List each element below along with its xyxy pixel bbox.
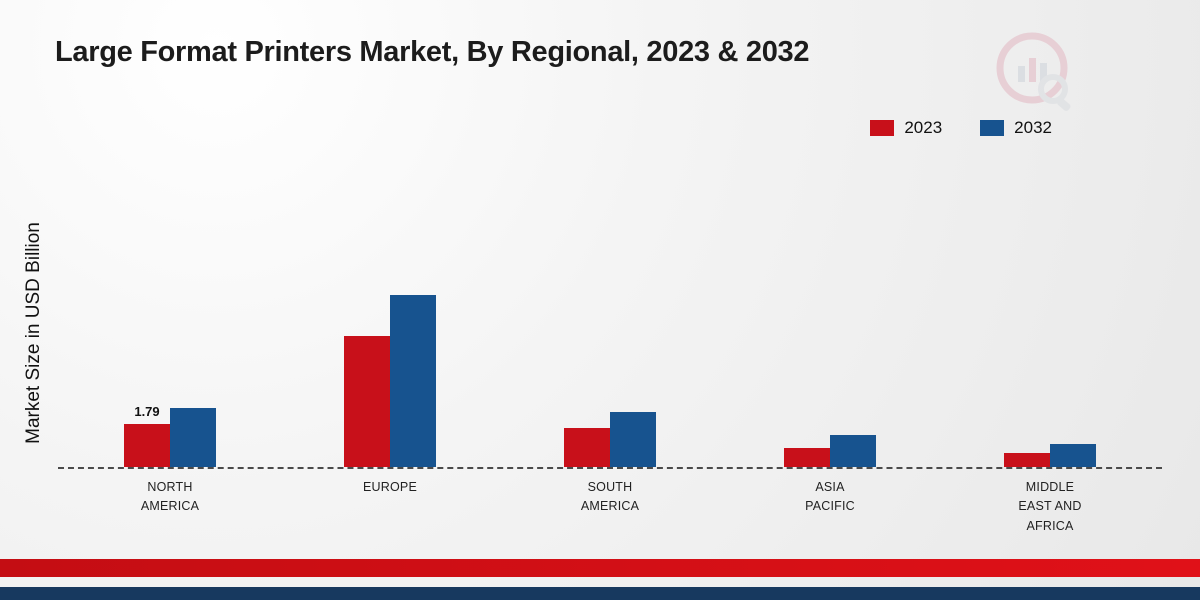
legend-swatch-2032	[980, 120, 1005, 136]
bar-2023-south-america	[564, 428, 610, 467]
bar-group-middle-east-and-africa	[940, 443, 1160, 467]
plot-area: 1.79	[60, 267, 1160, 467]
category-label: MIDDLE EAST AND AFRICA	[1018, 480, 1082, 533]
bar-2023-north-america: 1.79	[124, 404, 170, 467]
bar-group-asia-pacific	[720, 435, 940, 467]
y-axis-label: Market Size in USD Billion	[23, 222, 44, 444]
footer-navy-stripe	[0, 587, 1200, 600]
chart-title: Large Format Printers Market, By Regiona…	[55, 36, 810, 68]
bar-2023-middle-east-and-africa	[1004, 453, 1050, 467]
category-label: EUROPE	[363, 480, 417, 494]
brand-logo-icon	[996, 32, 1071, 111]
category-label: SOUTH AMERICA	[580, 480, 640, 514]
bar-2023-asia-pacific	[784, 447, 830, 467]
bar-2032-europe	[390, 295, 436, 467]
bar-2032-south-america	[610, 411, 656, 467]
legend-label: 2032	[1014, 118, 1052, 137]
bar-group-north-america: 1.79	[60, 404, 280, 467]
legend-item-2032: 2032	[980, 118, 1052, 138]
legend-label: 2023	[904, 118, 943, 137]
footer-red-stripe	[0, 559, 1200, 577]
legend: 2023 2032	[870, 118, 1052, 138]
bar-group-europe	[280, 295, 500, 467]
bar-2032-north-america	[170, 408, 216, 467]
category-labels: NORTH AMERICA EUROPE SOUTH AMERICA ASIA PAC…	[60, 478, 1160, 536]
legend-swatch-2023	[870, 120, 895, 136]
bar-group-south-america	[500, 411, 720, 467]
bar-value-label: 1.79	[134, 404, 160, 420]
legend-item-2023: 2023	[870, 118, 942, 138]
category-label: ASIA PACIFIC	[805, 480, 855, 514]
category-label: NORTH AMERICA	[140, 480, 200, 514]
bar-2023-europe	[344, 336, 390, 467]
x-axis-baseline	[58, 467, 1162, 469]
bar-2032-asia-pacific	[830, 435, 876, 467]
bar-2032-middle-east-and-africa	[1050, 443, 1096, 467]
